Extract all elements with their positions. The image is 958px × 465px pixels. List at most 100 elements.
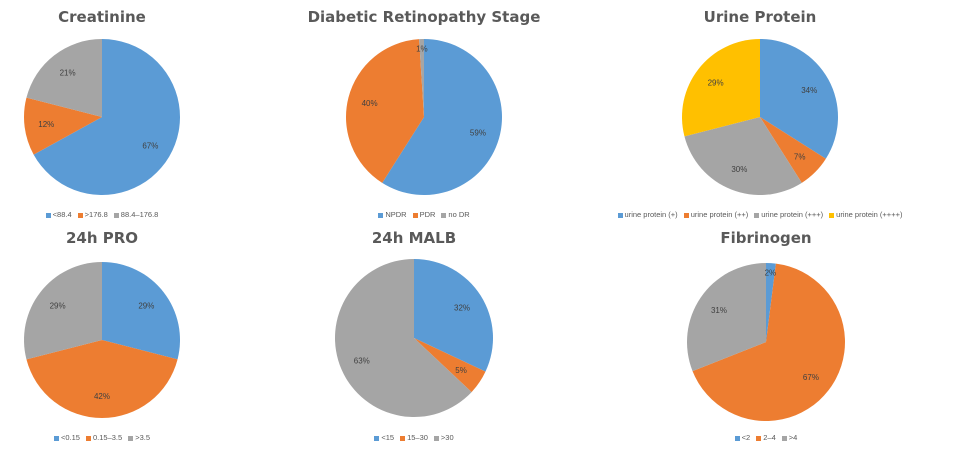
- legend-item: <0.15: [54, 433, 80, 442]
- legend-label: urine protein (++): [690, 210, 749, 219]
- legend-item: no DR: [441, 210, 470, 219]
- legend-swatch: [781, 435, 787, 441]
- legend-item: >3.5: [128, 433, 150, 442]
- legend-label: no DR: [448, 210, 470, 219]
- pie-slice-88-4-176-8: [26, 39, 102, 117]
- chart-title: Creatinine: [58, 8, 146, 26]
- legend-swatch: [829, 212, 835, 218]
- data-label: 67%: [142, 142, 158, 151]
- data-label: 34%: [801, 86, 817, 95]
- chart-title: Diabetic Retinopathy Stage: [307, 8, 541, 26]
- pie-slice-pdr: [346, 39, 424, 183]
- data-label: 63%: [354, 357, 370, 366]
- legend-item: >30: [433, 433, 454, 442]
- pie-slice-npdr: [382, 39, 502, 195]
- pie-slice-urine-protein: [684, 117, 802, 195]
- legend-swatch: [45, 212, 51, 218]
- legend-item: <88.4: [45, 210, 72, 219]
- legend-swatch: [85, 435, 91, 441]
- pie-slice-2: [766, 263, 776, 342]
- legend-item: 2–4: [756, 433, 776, 442]
- legend-label: >30: [440, 433, 454, 442]
- pie-plot: 2% 67% 31%: [687, 263, 845, 421]
- legend-item: <2: [734, 433, 751, 442]
- data-label: 67%: [803, 373, 819, 382]
- data-label: 29%: [138, 302, 154, 311]
- pie-plot: 67% 12% 21%: [24, 39, 181, 195]
- pie-plot: 29% 42% 29%: [23, 262, 180, 418]
- legend-label: >176.8: [84, 210, 108, 219]
- data-label: 31%: [711, 306, 727, 315]
- pie-slice-176-8: [24, 97, 102, 155]
- data-label: 7%: [794, 153, 806, 162]
- legend-label: 15–30: [407, 433, 428, 442]
- legend-item: <15: [374, 433, 394, 442]
- chart-title: Urine Protein: [703, 8, 817, 26]
- legend-item: 88.4–176.8: [113, 210, 159, 219]
- legend-item: NPDR: [378, 210, 407, 219]
- legend-label: <2: [741, 433, 751, 442]
- data-label: 30%: [731, 165, 747, 174]
- legend-label: 2–4: [763, 433, 776, 442]
- chart-legend: <0.15 0.15–3.5 >3.5: [0, 433, 282, 442]
- legend-label: <15: [381, 433, 395, 442]
- legend-item: >176.8: [77, 210, 108, 219]
- legend-label: urine protein (+++): [761, 210, 824, 219]
- legend-swatch: [433, 435, 439, 441]
- legend-label: urine protein (++++): [836, 210, 903, 219]
- legend-swatch: [734, 435, 740, 441]
- legend-swatch: [374, 435, 380, 441]
- legend-item: PDR: [412, 210, 436, 219]
- pie-slice-0-15-3-5: [26, 340, 178, 418]
- legend-label: NPDR: [385, 210, 407, 219]
- data-label: 12%: [38, 120, 54, 129]
- pie-slice-0-15: [102, 262, 180, 360]
- data-label: 59%: [470, 129, 486, 138]
- pie-slice-15-30: [414, 338, 486, 393]
- data-label: 2%: [765, 269, 777, 278]
- data-label: 1%: [416, 44, 428, 53]
- pie-plot: 59% 40% 1%: [346, 39, 502, 195]
- chart-legend: urine protein (+) urine protein (++) urine…: [580, 210, 940, 219]
- pie-slice-no-dr: [419, 39, 424, 117]
- pie-slice-urine-protein: [760, 117, 826, 183]
- legend-swatch: [400, 435, 406, 441]
- legend-label: PDR: [419, 210, 436, 219]
- data-label: 29%: [708, 79, 724, 88]
- data-label: 40%: [362, 99, 378, 108]
- legend-item: urine protein (+): [617, 210, 678, 219]
- legend-swatch: [77, 212, 83, 218]
- legend-label: <0.15: [61, 433, 80, 442]
- legend-item: 15–30: [400, 433, 428, 442]
- legend-label: urine protein (+): [624, 210, 678, 219]
- legend-label: 88.4–176.8: [120, 210, 159, 219]
- pie-slice-urine-protein: [682, 39, 760, 137]
- legend-item: 0.15–3.5: [85, 433, 123, 442]
- legend-label: 0.15–3.5: [92, 433, 123, 442]
- pie-slice-2-4: [692, 263, 845, 421]
- pie-slice-4: [687, 263, 766, 372]
- chart-title: 24h PRO: [65, 229, 139, 247]
- legend-item: >4: [781, 433, 798, 442]
- legend-item: urine protein (+++): [754, 210, 823, 219]
- data-label: 5%: [455, 366, 467, 375]
- legend-swatch: [617, 212, 623, 218]
- pie-plot: 34% 7% 30% 29%: [682, 39, 838, 195]
- legend-swatch: [412, 212, 418, 218]
- chart-title: Fibrinogen: [720, 229, 812, 247]
- chart-legend: <15 15–30 >30: [234, 433, 594, 442]
- pie-slice-urine-protein: [760, 39, 838, 159]
- legend-item: urine protein (++): [683, 210, 749, 219]
- legend-label: <88.4: [52, 210, 72, 219]
- legend-label: >4: [788, 433, 798, 442]
- legend-label: >3.5: [135, 433, 150, 442]
- data-label: 32%: [454, 304, 470, 313]
- legend-swatch: [54, 435, 59, 441]
- chart-title: 24h MALB: [371, 229, 457, 247]
- pie-plot: 32% 5% 63%: [335, 259, 493, 417]
- legend-swatch: [683, 212, 689, 218]
- pie-slice-15: [414, 259, 493, 372]
- legend-item: urine protein (++++): [829, 210, 902, 219]
- legend-swatch: [754, 212, 760, 218]
- chart-legend: NPDR PDR no DR: [244, 210, 604, 219]
